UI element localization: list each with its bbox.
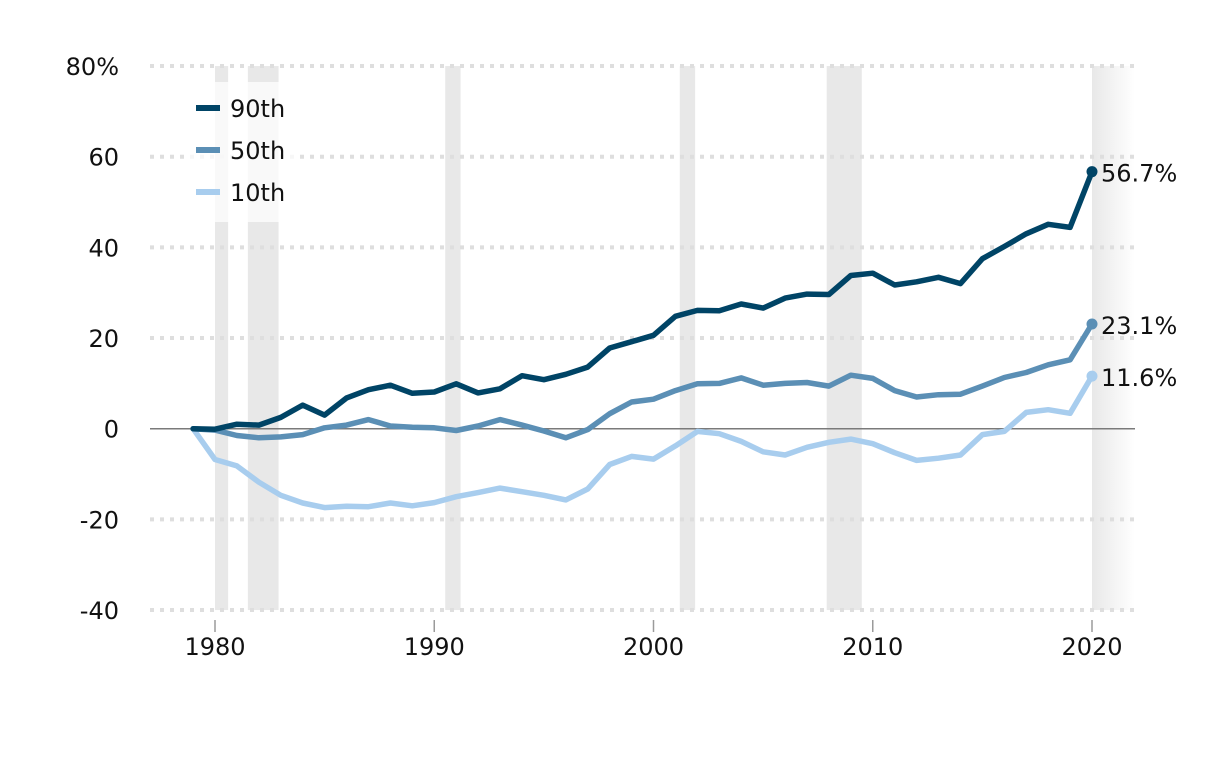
series-line-50th: [190, 321, 1095, 441]
legend-label-10th: 10th: [230, 179, 285, 207]
y-axis: 80% 60 40 20 0 -20 -40: [66, 53, 119, 625]
end-point-90th: [1086, 166, 1098, 178]
series-line-10th: [190, 373, 1095, 511]
y-tick-label: -20: [80, 506, 119, 534]
end-point-10th: [1086, 370, 1098, 382]
legend-item-50th: 50th: [196, 137, 285, 165]
end-labels: 11.6% 23.1% 56.7%: [1101, 160, 1177, 392]
legend-item-10th: 10th: [196, 179, 285, 207]
y-tick-label: 60: [88, 144, 119, 172]
end-label-10th: 11.6%: [1101, 364, 1177, 392]
legend-label-90th: 90th: [230, 95, 285, 123]
x-tick-label: 2010: [842, 633, 903, 661]
y-tick-label: 80%: [66, 53, 119, 81]
end-label-90th: 56.7%: [1101, 160, 1177, 188]
legend-item-90th: 90th: [196, 95, 285, 123]
series-lines: [190, 166, 1098, 511]
y-tick-label: 40: [88, 234, 119, 262]
x-tick-label: 1990: [404, 633, 465, 661]
y-tick-label: 0: [104, 416, 119, 444]
y-tick-label: -40: [80, 597, 119, 625]
end-point-50th: [1086, 318, 1098, 330]
y-tick-label: 20: [88, 325, 119, 353]
legend: 90th 50th 10th: [190, 82, 300, 222]
x-tick-label: 2020: [1061, 633, 1122, 661]
end-label-50th: 23.1%: [1101, 312, 1177, 340]
series-line-90th: [190, 168, 1095, 432]
recession-bar: [679, 66, 696, 611]
legend-label-50th: 50th: [230, 137, 285, 165]
x-axis: 1980 1990 2000 2010 2020: [184, 620, 1123, 661]
x-tick-label: 2000: [623, 633, 684, 661]
x-tick-label: 1980: [184, 633, 245, 661]
